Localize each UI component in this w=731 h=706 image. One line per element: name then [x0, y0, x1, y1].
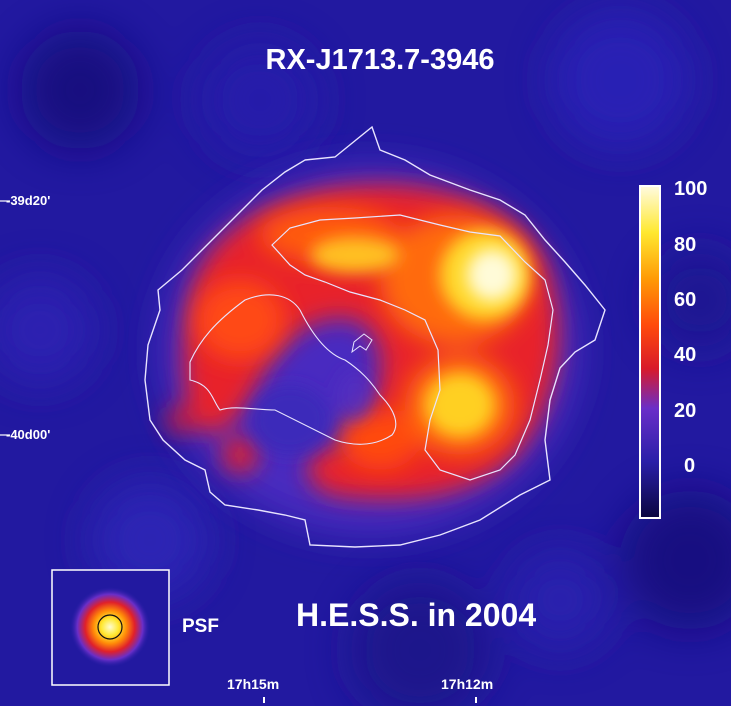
source-title: RX-J1713.7-3946 — [265, 44, 495, 76]
background-noise — [0, 10, 731, 706]
colorbar-tick-label: 20 — [674, 400, 697, 422]
colorbar-tick-label: 80 — [674, 234, 697, 256]
small-contour — [351, 333, 373, 354]
right-ascension-label: 17h12m — [441, 676, 494, 692]
emission-white-core — [467, 249, 517, 301]
colorbar — [639, 185, 661, 519]
psf-core-contour — [97, 614, 123, 640]
declination-label: -39d20' — [6, 193, 51, 208]
ra-tick — [475, 697, 477, 703]
declination-label: -40d00' — [6, 427, 51, 442]
inner-contour-west — [189, 294, 397, 445]
emission-yellow — [310, 230, 530, 437]
emission-cavity — [250, 370, 373, 455]
inner-contour-arc — [271, 214, 554, 481]
colorbar-tick-label: 100 — [674, 178, 708, 200]
colorbar-tick-label: 0 — [684, 455, 696, 477]
colorbar-tick-label: 60 — [674, 289, 697, 311]
psf-disc — [70, 587, 150, 667]
psf-label: PSF — [182, 616, 219, 637]
observation-caption: H.E.S.S. in 2004 — [296, 597, 537, 633]
colorbar-tick-label: 40 — [674, 344, 697, 366]
outer-contour — [144, 125, 606, 548]
right-ascension-label: 17h15m — [227, 676, 280, 692]
ra-tick — [263, 697, 265, 703]
